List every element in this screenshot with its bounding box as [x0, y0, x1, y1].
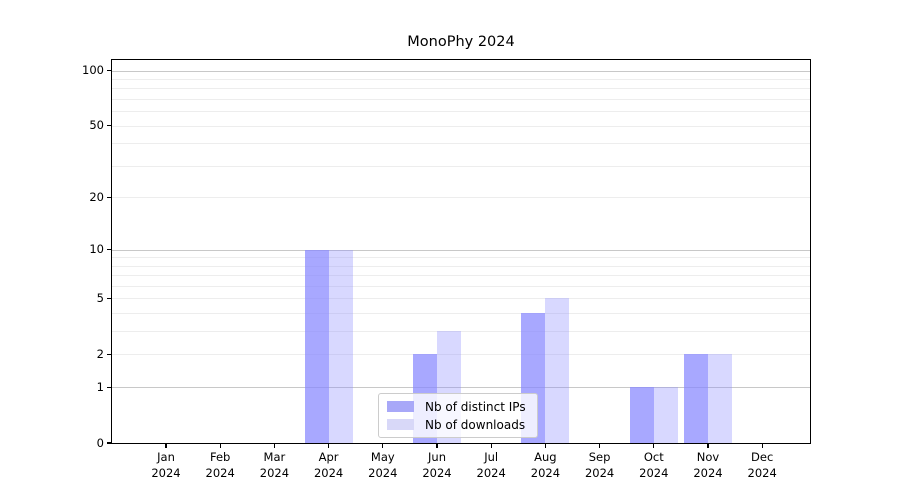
x-axis-tick-label: Dec 2024 — [747, 450, 777, 480]
x-axis-tick-label: Feb 2024 — [205, 450, 235, 480]
x-axis-tick-label: Apr 2024 — [313, 450, 344, 480]
y-axis-tick — [107, 353, 112, 355]
gridline-minor — [112, 298, 810, 300]
x-axis-tick-label: Sep 2024 — [584, 450, 615, 480]
y-axis-tick — [107, 442, 112, 444]
x-axis-tick — [653, 443, 655, 448]
gridline-minor — [112, 354, 810, 356]
y-axis-tick-label: 0 — [96, 435, 104, 450]
y-axis-tick-label: 100 — [82, 63, 104, 77]
x-axis-tick — [707, 443, 709, 448]
y-axis-tick — [107, 125, 112, 127]
x-axis-tick-label: Oct 2024 — [639, 450, 669, 480]
legend-item-downloads: Nb of downloads — [387, 417, 526, 432]
x-axis-tick — [761, 443, 763, 448]
gridline-minor — [112, 88, 810, 90]
gridline-major — [112, 387, 810, 389]
x-axis-tick-label: Mar 2024 — [259, 450, 290, 480]
y-axis-tick — [107, 386, 112, 388]
y-axis-tick-label: 2 — [96, 346, 104, 361]
gridline-minor — [112, 275, 810, 277]
gridline-minor — [112, 143, 810, 145]
bar-nb-of-distinct-ips — [629, 387, 654, 443]
gridline-minor — [112, 265, 810, 267]
x-axis-tick — [382, 443, 384, 448]
bar-nb-of-downloads — [545, 298, 570, 443]
x-axis-tick-label: May 2024 — [368, 450, 398, 480]
gridline-minor — [112, 125, 810, 127]
x-axis-tick — [273, 443, 276, 448]
x-axis-tick — [165, 443, 167, 448]
gridline-minor — [112, 313, 810, 315]
y-axis-tick-label: 5 — [96, 290, 104, 305]
x-axis-tick-label: Jun 2024 — [422, 450, 452, 480]
x-axis-tick-label: Nov 2024 — [693, 450, 723, 480]
y-axis-tick — [107, 248, 112, 251]
gridline-minor — [112, 257, 810, 259]
y-axis-tick-label: 50 — [89, 118, 104, 133]
gridline-minor — [112, 165, 810, 167]
gridline-minor — [112, 111, 810, 113]
legend: Nb of distinct IPs Nb of downloads — [378, 393, 538, 438]
x-axis-tick — [544, 443, 547, 448]
y-axis-tick-label: 10 — [89, 242, 104, 256]
plot-area: 100 50 20 10 5 2 1 0 Jan 2024 Feb 2024 Mar 2024 Apr… — [82, 59, 811, 480]
bar-nb-of-distinct-ips — [304, 249, 329, 443]
y-axis-tick — [107, 297, 112, 300]
bar-nb-of-downloads — [653, 387, 678, 443]
x-axis-tick — [490, 443, 492, 448]
gridline-minor — [112, 285, 810, 287]
gridline-minor — [112, 98, 810, 100]
x-axis-tick — [328, 443, 330, 448]
x-axis-tick-label: Aug 2024 — [530, 450, 561, 480]
bar-nb-of-distinct-ips — [684, 354, 708, 443]
x-axis-tick — [219, 443, 221, 448]
gridline-major — [112, 249, 810, 251]
x-axis-tick — [436, 443, 438, 448]
y-axis-tick-label: 20 — [89, 189, 104, 204]
chart-title: MonoPhy 2024 — [407, 34, 515, 50]
x-axis-tick-label: Jul 2024 — [476, 450, 506, 480]
legend-label-distinct-ips: Nb of distinct IPs — [425, 399, 526, 414]
legend-swatch-downloads — [387, 419, 414, 430]
legend-label-downloads: Nb of downloads — [425, 417, 526, 432]
bar-nb-of-downloads — [708, 354, 732, 443]
bar-nb-of-downloads — [328, 249, 353, 443]
y-axis-tick — [107, 196, 112, 198]
legend-item-distinct-ips: Nb of distinct IPs — [387, 399, 526, 414]
gridline-minor — [112, 331, 810, 333]
legend-swatch-distinct-ips — [387, 401, 414, 412]
gridline-major — [112, 70, 810, 72]
gridline-minor — [112, 78, 810, 80]
y-axis-tick — [107, 69, 112, 72]
y-axis-tick-label: 1 — [96, 379, 104, 394]
x-axis-tick-label: Jan 2024 — [151, 450, 181, 480]
gridline-minor — [112, 197, 810, 199]
x-axis-tick — [599, 443, 601, 448]
